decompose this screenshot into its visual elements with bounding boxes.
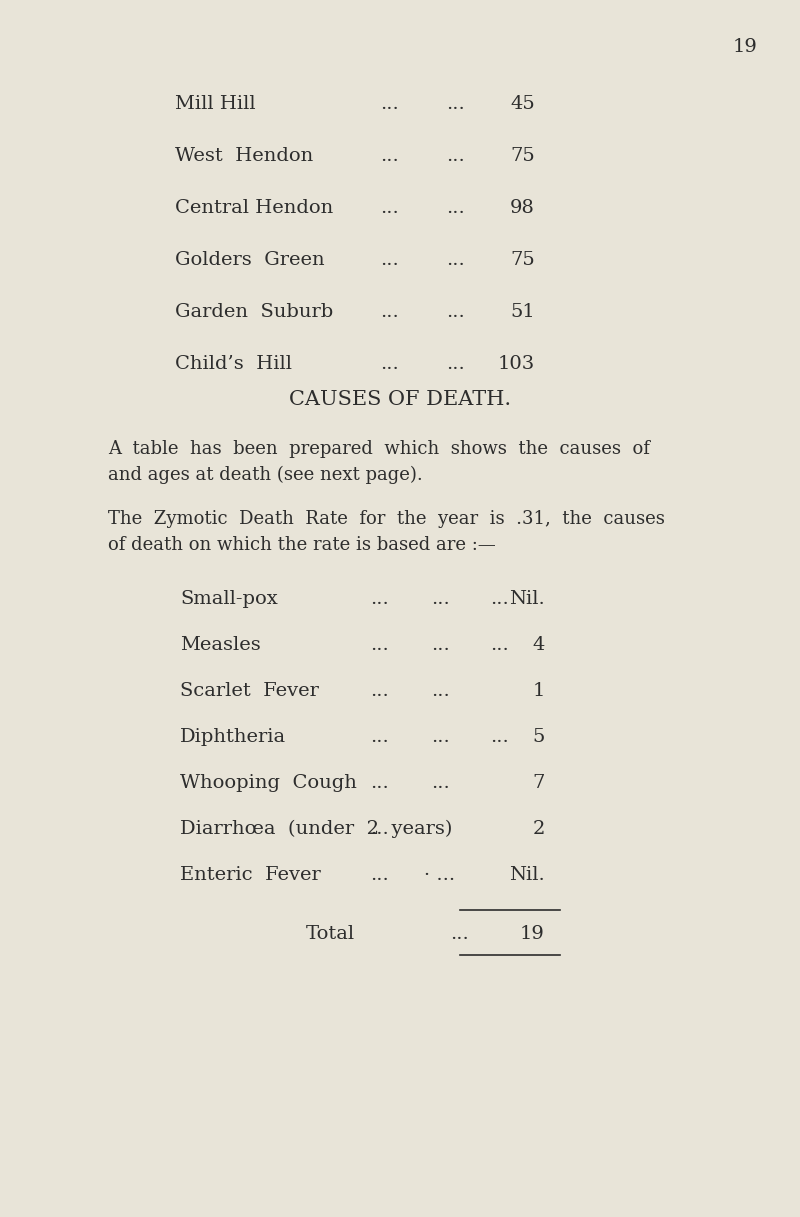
Text: of death on which the rate is based are :—: of death on which the rate is based are … — [108, 535, 496, 554]
Text: · ...: · ... — [425, 867, 455, 884]
Text: ...: ... — [446, 95, 464, 113]
Text: Nil.: Nil. — [510, 590, 545, 608]
Text: ...: ... — [446, 200, 464, 217]
Text: 2: 2 — [533, 820, 545, 839]
Text: 98: 98 — [510, 200, 535, 217]
Text: Golders  Green: Golders Green — [175, 251, 325, 269]
Text: CAUSES OF DEATH.: CAUSES OF DEATH. — [289, 389, 511, 409]
Text: ...: ... — [430, 636, 450, 654]
Text: ...: ... — [370, 820, 390, 839]
Text: Child’s  Hill: Child’s Hill — [175, 355, 292, 372]
Text: The  Zymotic  Death  Rate  for  the  year  is  .31,  the  causes: The Zymotic Death Rate for the year is .… — [108, 510, 665, 528]
Text: Small-pox: Small-pox — [180, 590, 278, 608]
Text: 1: 1 — [533, 682, 545, 700]
Text: 75: 75 — [510, 147, 535, 166]
Text: ...: ... — [370, 682, 390, 700]
Text: Diphtheria: Diphtheria — [180, 728, 286, 746]
Text: 19: 19 — [733, 38, 758, 56]
Text: ...: ... — [490, 590, 510, 608]
Text: ...: ... — [381, 95, 399, 113]
Text: ...: ... — [490, 636, 510, 654]
Text: ...: ... — [381, 200, 399, 217]
Text: 19: 19 — [520, 925, 545, 943]
Text: Enteric  Fever: Enteric Fever — [180, 867, 321, 884]
Text: 103: 103 — [498, 355, 535, 372]
Text: Garden  Suburb: Garden Suburb — [175, 303, 334, 321]
Text: A  table  has  been  prepared  which  shows  the  causes  of: A table has been prepared which shows th… — [108, 441, 650, 458]
Text: ...: ... — [381, 251, 399, 269]
Text: ...: ... — [381, 147, 399, 166]
Text: ...: ... — [490, 728, 510, 746]
Text: ...: ... — [381, 355, 399, 372]
Text: ...: ... — [430, 728, 450, 746]
Text: Diarrhœa  (under  2  years): Diarrhœa (under 2 years) — [180, 820, 452, 839]
Text: Nil.: Nil. — [510, 867, 545, 884]
Text: ...: ... — [370, 636, 390, 654]
Text: Scarlet  Fever: Scarlet Fever — [180, 682, 319, 700]
Text: ...: ... — [446, 355, 464, 372]
Text: Total: Total — [306, 925, 354, 943]
Text: 45: 45 — [510, 95, 535, 113]
Text: 5: 5 — [533, 728, 545, 746]
Text: and ages at death (see next page).: and ages at death (see next page). — [108, 466, 422, 484]
Text: ...: ... — [450, 925, 470, 943]
Text: 7: 7 — [533, 774, 545, 792]
Text: ...: ... — [446, 303, 464, 321]
Text: ...: ... — [430, 590, 450, 608]
Text: ...: ... — [370, 728, 390, 746]
Text: Mill Hill: Mill Hill — [175, 95, 256, 113]
Text: Measles: Measles — [180, 636, 261, 654]
Text: ...: ... — [370, 590, 390, 608]
Text: ...: ... — [446, 251, 464, 269]
Text: 4: 4 — [533, 636, 545, 654]
Text: 75: 75 — [510, 251, 535, 269]
Text: ...: ... — [370, 867, 390, 884]
Text: 51: 51 — [510, 303, 535, 321]
Text: West  Hendon: West Hendon — [175, 147, 314, 166]
Text: Whooping  Cough: Whooping Cough — [180, 774, 357, 792]
Text: ...: ... — [430, 774, 450, 792]
Text: ...: ... — [381, 303, 399, 321]
Text: ...: ... — [446, 147, 464, 166]
Text: Central Hendon: Central Hendon — [175, 200, 334, 217]
Text: ...: ... — [430, 682, 450, 700]
Text: ...: ... — [370, 774, 390, 792]
